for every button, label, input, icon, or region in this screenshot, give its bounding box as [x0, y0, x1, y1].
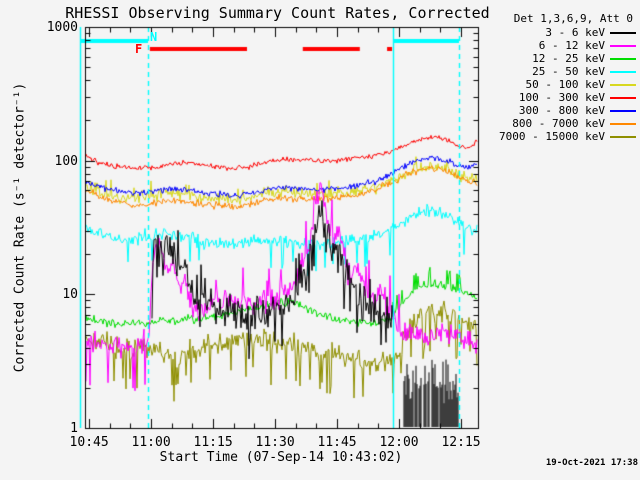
legend-entry: 50 - 100 keV [494, 78, 636, 91]
legend-swatch [610, 83, 636, 86]
creation-timestamp: 19-Oct-2021 17:38 [545, 458, 638, 468]
legend-entry-label: 6 - 12 keV [538, 39, 605, 52]
x-tick-label: 11:15 [193, 435, 233, 450]
legend-entry: 100 - 300 keV [494, 91, 636, 104]
legend: Det 1,3,6,9, Att 0 3 - 6 keV 6 - 12 keV 12… [494, 12, 636, 143]
x-tick-label: 12:15 [441, 435, 481, 450]
y-tick-label: 1 [70, 421, 78, 436]
x-tick-label: 11:00 [131, 435, 171, 450]
night-flag-label: N [150, 30, 158, 44]
legend-entry: 25 - 50 keV [494, 65, 636, 78]
y-tick-label: 10 [62, 287, 78, 303]
legend-entry-label: 100 - 300 keV [518, 91, 605, 104]
legend-entry-label: 50 - 100 keV [525, 78, 605, 91]
y-tick-label: 100 [54, 153, 78, 169]
legend-swatch [610, 44, 636, 47]
legend-swatch [610, 57, 636, 60]
legend-entry: 300 - 800 keV [494, 104, 636, 117]
x-axis-label: Start Time (07-Sep-14 10:43:02) [159, 450, 403, 465]
x-tick-label: 10:45 [69, 435, 109, 450]
legend-entry: 7000 - 15000 keV [494, 130, 636, 143]
x-tick-label: 11:45 [317, 435, 357, 450]
y-tick-label: 1000 [46, 20, 78, 35]
legend-entry-label: 300 - 800 keV [518, 104, 605, 117]
legend-swatch [610, 135, 636, 138]
legend-entry: 6 - 12 keV [494, 39, 636, 52]
legend-entry-label: 12 - 25 keV [532, 52, 605, 65]
legend-swatch [610, 96, 636, 99]
legend-entry-label: 3 - 6 keV [545, 26, 605, 39]
legend-header: Det 1,3,6,9, Att 0 [513, 12, 633, 25]
legend-entry-label: 800 - 7000 keV [512, 117, 605, 130]
chart-title: RHESSI Observing Summary Count Rates, Co… [65, 4, 490, 22]
x-tick-label: 12:00 [379, 435, 419, 450]
legend-swatch [610, 109, 636, 112]
legend-entry: 12 - 25 keV [494, 52, 636, 65]
legend-entry: 3 - 6 keV [494, 26, 636, 39]
legend-entry-label: 25 - 50 keV [532, 65, 605, 78]
legend-entry: 800 - 7000 keV [494, 117, 636, 130]
flare-flag-label: F [135, 42, 143, 56]
legend-swatch [610, 122, 636, 125]
legend-entry-label: 7000 - 15000 keV [499, 130, 605, 143]
legend-swatch [610, 31, 636, 34]
y-axis-label: Corrected Count Rate (s⁻¹ detector⁻¹) [12, 82, 28, 373]
x-tick-label: 11:30 [255, 435, 295, 450]
legend-swatch [610, 70, 636, 73]
